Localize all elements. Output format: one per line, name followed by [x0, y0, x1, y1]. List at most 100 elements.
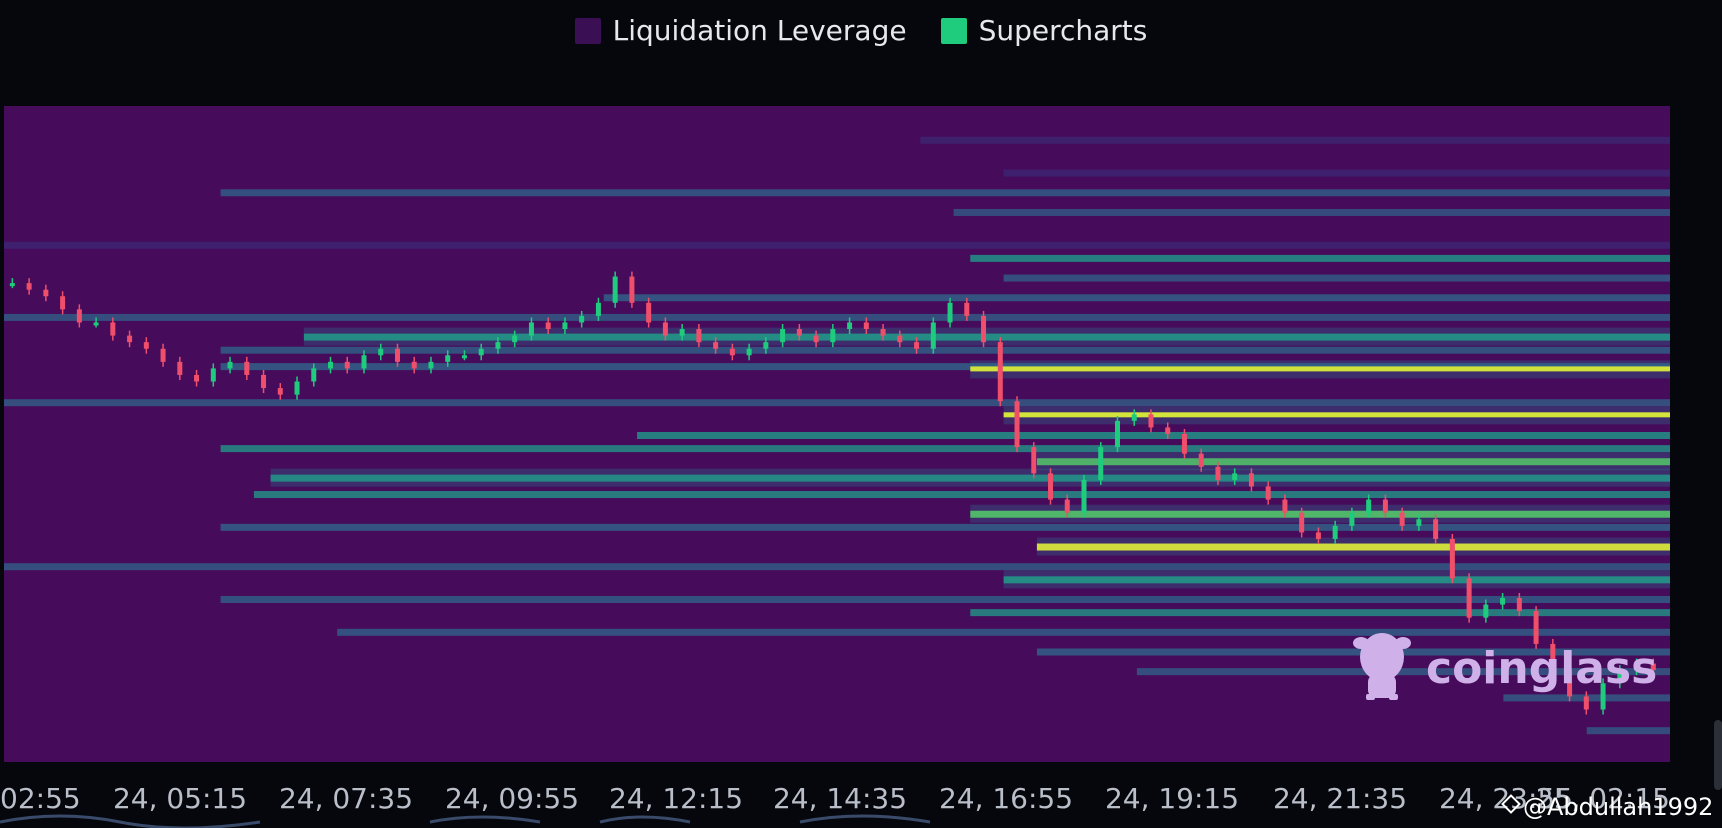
candle-body [1198, 453, 1204, 467]
liquidation-band [970, 366, 1670, 372]
candle-body [1449, 538, 1455, 579]
liquidation-band [953, 208, 1670, 216]
candle-body [646, 302, 652, 323]
candle-body [1165, 427, 1171, 434]
candle-body [1567, 670, 1573, 697]
x-tick-label: 24, 16:55 [939, 782, 1073, 815]
bottom-navigator[interactable] [0, 814, 931, 828]
candle-body [261, 374, 267, 389]
candle-body [1148, 414, 1154, 428]
binance-diamond-icon [1501, 794, 1521, 814]
candle-body [796, 329, 802, 336]
candle-body [277, 388, 283, 395]
candle-body [110, 322, 116, 336]
chart-legend: Liquidation Leverage Supercharts [0, 14, 1722, 47]
candle-body [394, 348, 400, 362]
coinglass-logo-text: coinglass [1426, 643, 1657, 694]
candle-body [780, 329, 786, 343]
liquidation-bands [4, 136, 1671, 735]
candle-body [194, 374, 200, 382]
liquidation-band [970, 254, 1670, 262]
candle-body [1433, 519, 1439, 539]
candle-body [713, 342, 719, 349]
candle-body [210, 368, 216, 382]
candle-body [495, 342, 501, 349]
candle-body [76, 309, 82, 323]
scrollbar-thumb[interactable] [1714, 720, 1722, 790]
candle-body [1215, 466, 1221, 480]
candle-body [1315, 532, 1321, 539]
x-axis-ticks: 02:55 24, 05:15 24, 07:35 24, 09:55 24, 12:1… [0, 782, 1670, 815]
candle-body [1466, 578, 1472, 618]
candle-body [361, 355, 367, 369]
candle-body [629, 276, 635, 303]
coinglass-cow-icon [1353, 633, 1411, 700]
liquidation-band [220, 445, 1671, 453]
legend-swatch-supercharts [940, 17, 967, 44]
candle-body [1048, 473, 1054, 500]
watermark: @Abdullah1992 [1501, 793, 1713, 821]
candle-body [344, 361, 350, 369]
candle-body [60, 296, 66, 310]
x-tick-label: 24, 19:15 [1105, 782, 1239, 815]
liquidation-band [970, 510, 1670, 518]
liquidation-band [220, 189, 1671, 197]
candle-body [1114, 420, 1120, 448]
legend-item-supercharts[interactable]: Supercharts [940, 14, 1148, 47]
candle-body [127, 335, 133, 343]
candle-body [177, 361, 183, 375]
candle-body [1516, 598, 1522, 612]
candle-body [997, 342, 1003, 402]
candle-body [897, 335, 903, 343]
candle-body [1416, 519, 1422, 526]
candle-body [1634, 663, 1640, 671]
candle-body [1533, 611, 1539, 644]
candle-body [930, 322, 936, 349]
candle-body [545, 322, 551, 330]
candle-body [863, 322, 869, 330]
candle-body [311, 368, 317, 382]
x-tick-label: 24, 23:55 [1439, 782, 1573, 815]
legend-label-liquidation-leverage: Liquidation Leverage [612, 14, 907, 47]
candle-body [328, 361, 334, 369]
candle-body [461, 355, 467, 359]
liquidation-band [220, 596, 1671, 603]
candle-body [512, 335, 518, 343]
candle-body [1366, 499, 1372, 513]
x-tick-label: 24, 05:15 [113, 782, 247, 815]
candle-body [1583, 696, 1589, 710]
candle-body [1332, 525, 1338, 539]
candle-body [378, 348, 384, 356]
candle-body [830, 329, 836, 343]
liquidation-band [1036, 543, 1670, 551]
candle-body [1299, 512, 1305, 533]
candle-body [1650, 663, 1656, 671]
candle-body [1282, 499, 1288, 513]
liquidation-band [1136, 668, 1670, 676]
price-candles [9, 271, 1656, 715]
candle-body [1349, 512, 1355, 526]
liquidation-band [1003, 169, 1670, 177]
candle-body [1500, 598, 1506, 605]
candle-body [445, 355, 451, 362]
candle-body [160, 348, 166, 362]
candle-body [1600, 683, 1606, 710]
candle-body [1399, 512, 1405, 526]
x-tick-label: 02:55 [0, 782, 81, 815]
candle-body [143, 342, 149, 349]
candle-body [1550, 643, 1556, 671]
candle-body [1265, 486, 1271, 500]
x-tick-label: 24, 21:35 [1273, 782, 1407, 815]
liquidation-band [1003, 412, 1670, 418]
legend-item-liquidation-leverage[interactable]: Liquidation Leverage [574, 14, 907, 47]
liquidation-band [270, 474, 1670, 482]
candle-body [478, 348, 484, 356]
candle-body [813, 335, 819, 343]
x-tick-label: 24, 07:35 [279, 782, 413, 815]
liquidation-band [603, 294, 1670, 302]
liquidation-band [4, 399, 1670, 407]
legend-label-supercharts: Supercharts [978, 14, 1148, 47]
watermark-text: @Abdullah1992 [1523, 793, 1713, 821]
candle-body [746, 348, 752, 356]
